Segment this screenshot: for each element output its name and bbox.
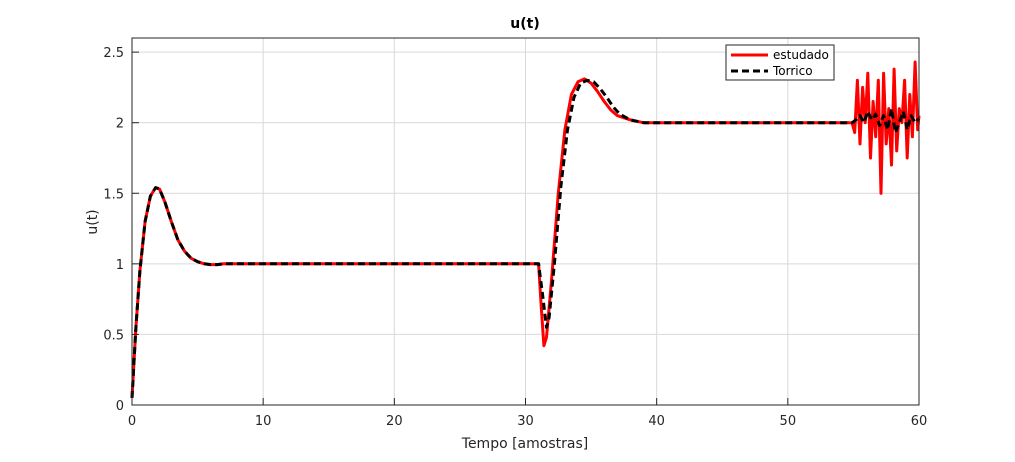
chart-title: u(t): [510, 16, 539, 32]
y-tick-label: 0: [116, 399, 124, 414]
x-tick-label: 30: [517, 414, 534, 429]
legend-label-estudado: estudado: [773, 48, 829, 62]
x-tick-label: 0: [128, 414, 136, 429]
legend-label-torrico: Torrico: [772, 64, 813, 78]
x-tick-label: 60: [911, 414, 928, 429]
y-tick-label: 0.5: [103, 328, 124, 343]
y-tick-label: 1: [116, 258, 124, 273]
y-axis-label: u(t): [85, 209, 101, 234]
x-tick-label: 10: [255, 414, 272, 429]
y-tick-label: 2: [116, 117, 124, 132]
x-axis-label: Tempo [amostras]: [461, 436, 588, 452]
x-tick-label: 40: [648, 414, 665, 429]
y-tick-label: 2.5: [103, 46, 124, 61]
series-layer: [130, 60, 921, 398]
y-tick-label: 1.5: [103, 187, 124, 202]
ticks: 0 10 20 30 40 50 60 0 0.5 1 1.5 2 2.5: [103, 46, 927, 429]
legend-box: [725, 44, 835, 81]
legend: estudado Torrico: [725, 44, 835, 81]
x-tick-label: 20: [386, 414, 403, 429]
series-line-torrico: [130, 78, 921, 398]
x-tick-label: 50: [780, 414, 797, 429]
